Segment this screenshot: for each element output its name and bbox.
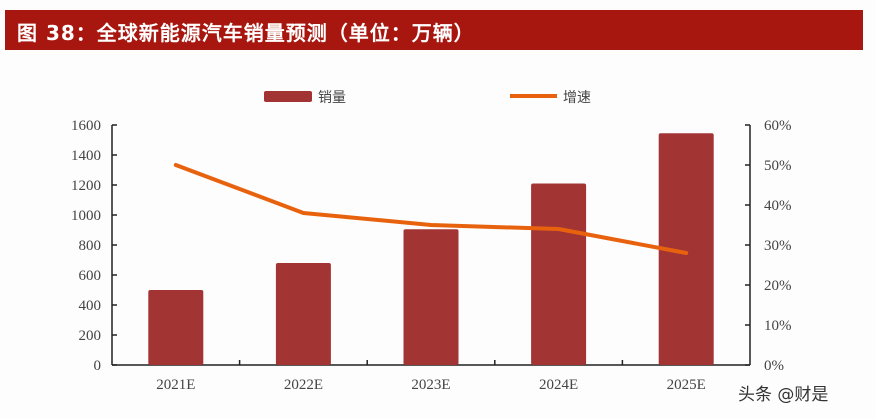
right-tick-label: 40% bbox=[764, 198, 792, 214]
left-tick-label: 1000 bbox=[71, 208, 101, 224]
right-tick-label: 50% bbox=[764, 158, 792, 174]
x-tick-label: 2022E bbox=[284, 377, 323, 393]
x-tick-label: 2021E bbox=[156, 377, 195, 393]
x-tick-label: 2023E bbox=[411, 377, 450, 393]
legend-label-sales: 销量 bbox=[318, 90, 346, 106]
bar bbox=[275, 263, 331, 365]
right-tick-label: 20% bbox=[764, 278, 792, 294]
right-tick-label: 0% bbox=[764, 358, 784, 374]
x-tick-label: 2025E bbox=[667, 377, 706, 393]
bar bbox=[148, 290, 204, 365]
left-tick-label: 0 bbox=[94, 358, 102, 374]
x-tick-label: 2024E bbox=[539, 377, 578, 393]
legend-label-growth: 增速 bbox=[563, 90, 591, 106]
chart-title: 图 38：全球新能源汽车销量预测（单位：万辆） bbox=[17, 21, 475, 45]
title-bar: 图 38：全球新能源汽车销量预测（单位：万辆） bbox=[5, 10, 863, 50]
left-tick-label: 1400 bbox=[71, 148, 101, 164]
growth-line bbox=[173, 163, 689, 255]
legend-bar-swatch bbox=[264, 91, 312, 102]
bar bbox=[531, 183, 587, 365]
left-tick-label: 200 bbox=[79, 328, 102, 344]
left-tick-label: 1600 bbox=[71, 118, 101, 134]
right-tick-label: 10% bbox=[764, 318, 792, 334]
left-tick-label: 1200 bbox=[71, 178, 101, 194]
watermark: 头条 @财是 bbox=[738, 385, 829, 405]
left-tick-label: 800 bbox=[79, 238, 102, 254]
bar bbox=[658, 133, 714, 365]
left-tick-label: 400 bbox=[79, 298, 102, 314]
right-tick-label: 30% bbox=[764, 238, 792, 254]
right-tick-label: 60% bbox=[764, 118, 792, 134]
left-tick-label: 600 bbox=[79, 268, 102, 284]
bar bbox=[403, 229, 459, 365]
